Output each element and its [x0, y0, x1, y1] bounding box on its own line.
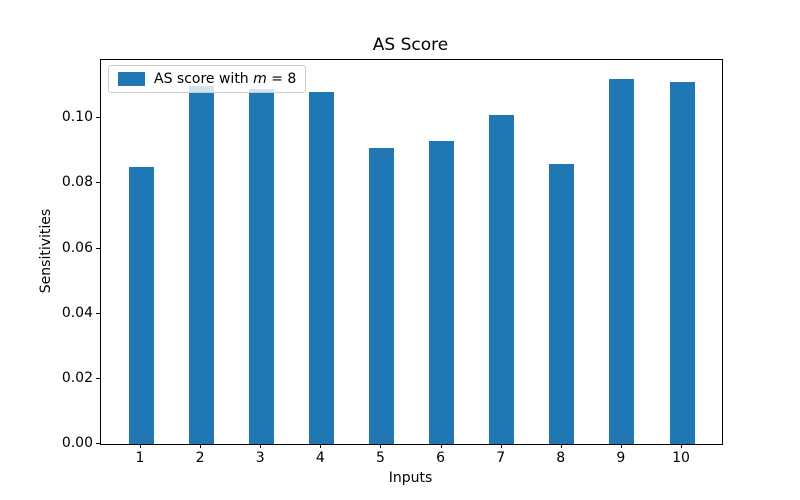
x-tick-label: 1: [135, 450, 145, 466]
y-tick-label: 0.10: [61, 109, 93, 126]
bar-input-8: [549, 163, 575, 444]
y-tick-label: 0.08: [61, 174, 93, 191]
x-tick-label: 4: [315, 450, 325, 466]
x-tick-label: 5: [375, 450, 385, 466]
x-tick-mark: [260, 444, 262, 448]
chart-title: AS Score: [372, 35, 449, 55]
legend-swatch: [118, 72, 145, 86]
y-tick-mark: [96, 377, 100, 379]
x-tick-label: 6: [436, 450, 446, 466]
bar-input-6: [429, 141, 455, 444]
y-tick-mark: [96, 443, 100, 444]
x-tick-label: 3: [255, 450, 265, 466]
x-tick-mark: [560, 444, 562, 448]
x-axis-label: Inputs: [388, 470, 433, 486]
x-tick-mark: [620, 444, 622, 448]
bar-input-5: [368, 147, 394, 444]
x-tick-mark: [380, 444, 382, 448]
bar-input-4: [308, 92, 334, 444]
y-tick-label: 0.00: [61, 435, 93, 451]
x-tick-mark: [681, 444, 682, 448]
x-tick-label: 2: [195, 450, 205, 466]
bar-input-7: [489, 115, 515, 444]
x-tick-mark: [440, 444, 442, 448]
bar-input-3: [248, 89, 274, 444]
legend-label-math-rest: = 8: [266, 71, 297, 87]
bar-input-10: [669, 82, 695, 444]
x-tick-label: 10: [672, 450, 690, 466]
y-tick-label: 0.04: [61, 304, 93, 321]
bar-input-9: [609, 79, 635, 444]
legend: AS score with m = 8: [108, 65, 307, 93]
y-tick-label: 0.06: [61, 239, 93, 256]
legend-label: AS score with m = 8: [154, 71, 296, 87]
plot-area: AS score with m = 8: [100, 59, 723, 445]
y-tick-mark: [96, 312, 100, 314]
legend-label-math-var: m: [253, 71, 267, 87]
x-tick-mark: [320, 444, 322, 448]
x-tick-label: 7: [496, 450, 506, 466]
x-tick-mark: [140, 444, 141, 448]
y-tick-mark: [96, 182, 100, 184]
x-tick-label: 8: [556, 450, 566, 466]
y-tick-mark: [96, 247, 100, 249]
y-tick-mark: [96, 117, 100, 119]
y-tick-label: 0.02: [61, 369, 93, 386]
x-tick-mark: [200, 444, 202, 448]
bar-input-1: [128, 167, 154, 444]
x-tick-label: 9: [616, 450, 626, 466]
legend-label-text: AS score with: [154, 71, 254, 87]
x-tick-mark: [500, 444, 502, 448]
bar-input-2: [188, 85, 214, 444]
